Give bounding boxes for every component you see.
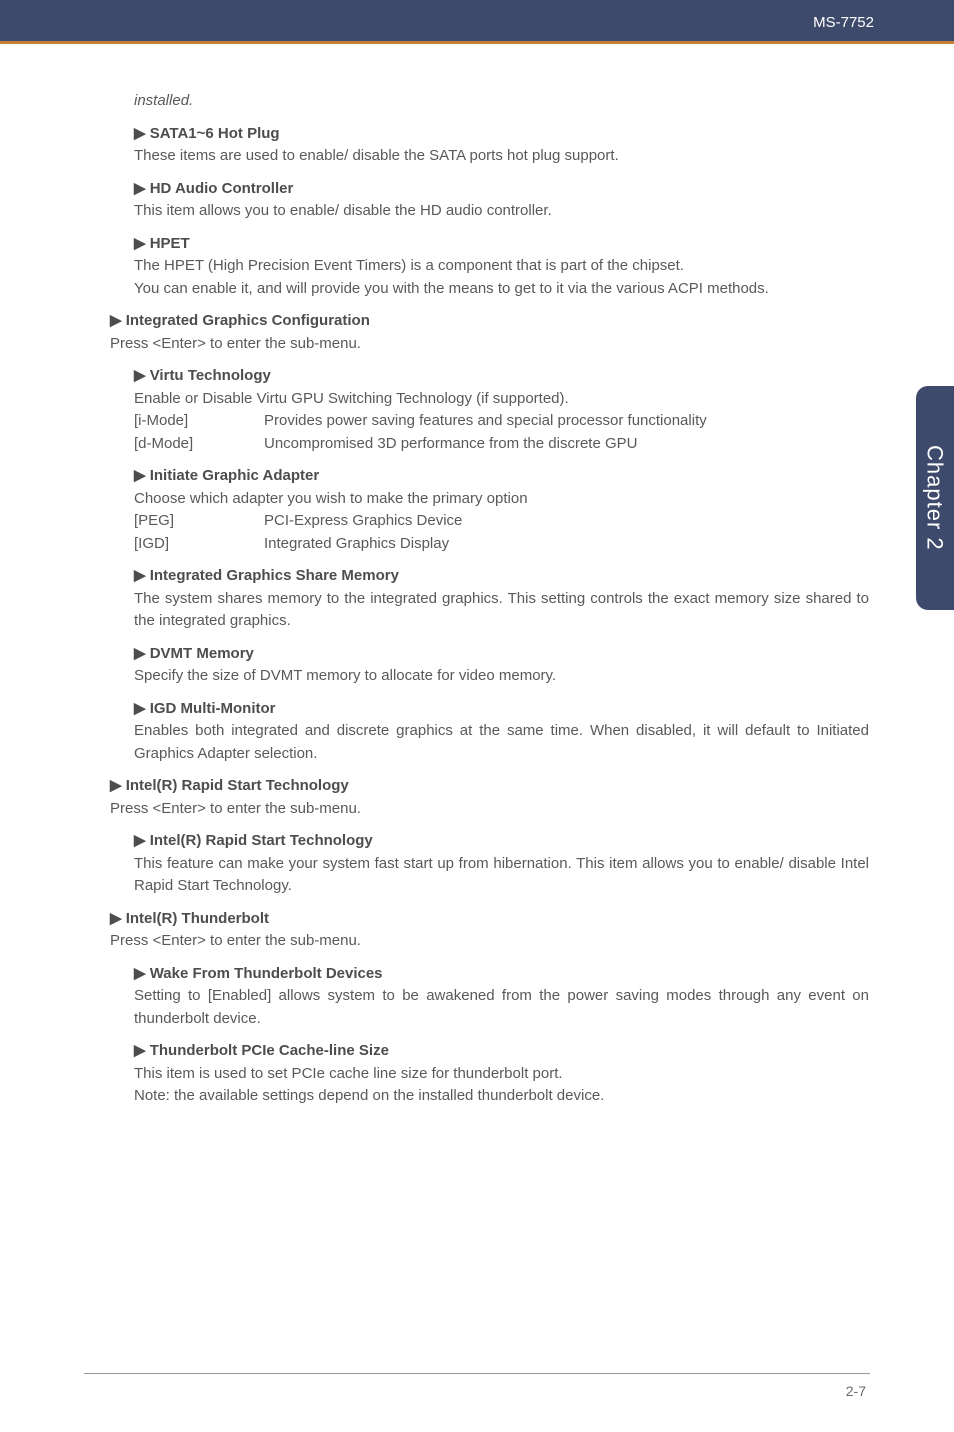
tb-pcie-text-2: Note: the available settings depend on t… [134, 1085, 869, 1108]
wake-thunderbolt-text: Setting to [Enabled] allows system to be… [134, 985, 869, 1030]
rapid-start-sub-heading: ▶ Intel(R) Rapid Start Technology [134, 830, 869, 853]
rapid-start-sub-text: This feature can make your system fast s… [134, 853, 869, 898]
hpet-heading: ▶ HPET [134, 233, 869, 256]
igd-key: [IGD] [134, 533, 264, 556]
igd-row: [IGD] Integrated Graphics Display [134, 533, 869, 556]
wake-thunderbolt-heading: ▶ Wake From Thunderbolt Devices [134, 963, 869, 986]
peg-value: PCI-Express Graphics Device [264, 510, 869, 533]
initiate-adapter-text: Choose which adapter you wish to make th… [134, 488, 869, 511]
thunderbolt-text: Press <Enter> to enter the sub-menu. [110, 930, 869, 953]
hpet-text-2: You can enable it, and will provide you … [134, 278, 869, 301]
rapid-start-heading: ▶ Intel(R) Rapid Start Technology [110, 775, 869, 798]
sata-hotplug-text: These items are used to enable/ disable … [134, 145, 869, 168]
dmode-key: [d-Mode] [134, 433, 264, 456]
chapter-side-tab: Chapter 2 [916, 386, 954, 610]
hd-audio-heading: ▶ HD Audio Controller [134, 178, 869, 201]
page-number: 2-7 [846, 1381, 866, 1402]
header-accent-line [0, 41, 954, 44]
peg-row: [PEG] PCI-Express Graphics Device [134, 510, 869, 533]
igd-multimonitor-heading: ▶ IGD Multi-Monitor [134, 698, 869, 721]
igd-value: Integrated Graphics Display [264, 533, 869, 556]
imode-row: [i-Mode] Provides power saving features … [134, 410, 869, 433]
model-number: MS-7752 [813, 12, 874, 35]
virtu-heading: ▶ Virtu Technology [134, 365, 869, 388]
hpet-text-1: The HPET (High Precision Event Timers) i… [134, 255, 869, 278]
peg-key: [PEG] [134, 510, 264, 533]
hd-audio-text: This item allows you to enable/ disable … [134, 200, 869, 223]
header-band: MS-7752 [0, 0, 954, 44]
dvmt-text: Specify the size of DVMT memory to alloc… [134, 665, 869, 688]
tb-pcie-text-1: This item is used to set PCIe cache line… [134, 1063, 869, 1086]
rapid-start-text: Press <Enter> to enter the sub-menu. [110, 798, 869, 821]
share-memory-heading: ▶ Integrated Graphics Share Memory [134, 565, 869, 588]
integrated-graphics-heading: ▶ Integrated Graphics Configuration [110, 310, 869, 333]
virtu-text: Enable or Disable Virtu GPU Switching Te… [134, 388, 869, 411]
dmode-row: [d-Mode] Uncompromised 3D performance fr… [134, 433, 869, 456]
sata-hotplug-heading: ▶ SATA1~6 Hot Plug [134, 123, 869, 146]
integrated-graphics-text: Press <Enter> to enter the sub-menu. [110, 333, 869, 356]
tb-pcie-heading: ▶ Thunderbolt PCIe Cache-line Size [134, 1040, 869, 1063]
dmode-value: Uncompromised 3D performance from the di… [264, 433, 869, 456]
footer-line [84, 1373, 870, 1374]
share-memory-text: The system shares memory to the integrat… [134, 588, 869, 633]
thunderbolt-heading: ▶ Intel(R) Thunderbolt [110, 908, 869, 931]
dvmt-heading: ▶ DVMT Memory [134, 643, 869, 666]
imode-key: [i-Mode] [134, 410, 264, 433]
installed-note: installed. [134, 90, 869, 113]
igd-multimonitor-text: Enables both integrated and discrete gra… [134, 720, 869, 765]
page-content: installed. ▶ SATA1~6 Hot Plug These item… [0, 44, 954, 1108]
initiate-adapter-heading: ▶ Initiate Graphic Adapter [134, 465, 869, 488]
imode-value: Provides power saving features and speci… [264, 410, 869, 433]
